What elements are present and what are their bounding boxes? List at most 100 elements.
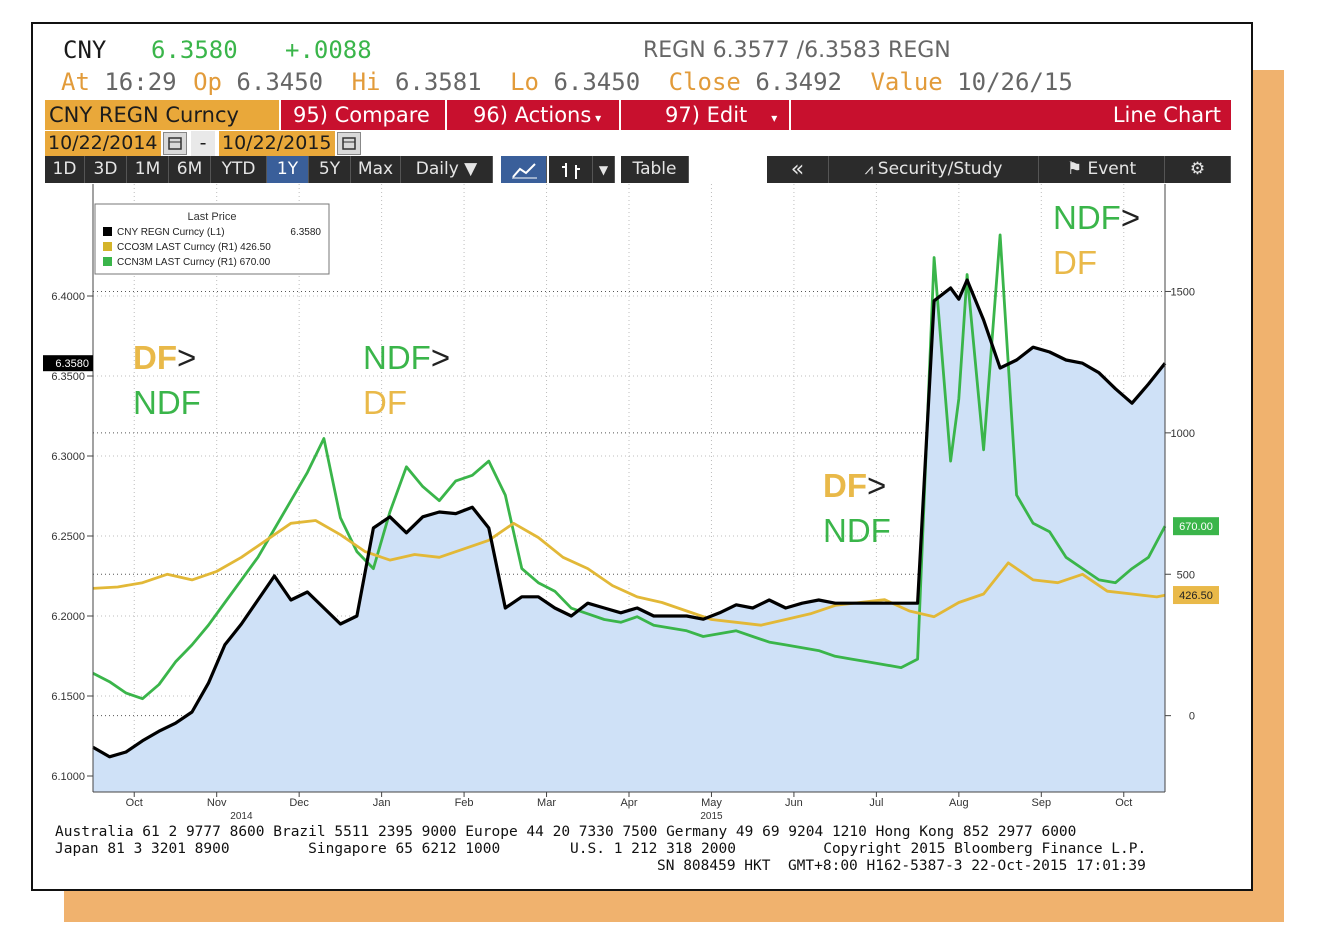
y-right-tick-label: 500 [1177, 569, 1195, 581]
x-tick-label: Jul [869, 797, 883, 809]
y-left-tick-label: 6.2000 [51, 611, 85, 623]
period-1m-button[interactable]: 1M [127, 156, 169, 183]
chart-style-dropdown[interactable]: ▼ [593, 156, 615, 183]
y-right-tick-label: 0 [1189, 711, 1195, 723]
annotation-main: NDF [1053, 199, 1121, 236]
period-6m-button[interactable]: 6M [169, 156, 211, 183]
security-field[interactable]: CNY REGN Curncy [45, 100, 279, 130]
right-last-flag-label: 426.50 [1179, 590, 1213, 602]
last-price: 6.3580 [151, 36, 238, 64]
close-label: Close [668, 68, 741, 96]
right-last-flag [1173, 517, 1219, 536]
actions-button[interactable]: 96) Actions ▾ [447, 100, 619, 130]
quote-stats: At 16:29 Op 6.3450 Hi 6.3581 Lo 6.3450 C… [61, 68, 1073, 96]
collapse-button[interactable]: « [767, 156, 829, 183]
series-area-0 [93, 280, 1165, 792]
hi-label: Hi [351, 68, 381, 96]
x-tick-label: Nov [207, 797, 227, 809]
annotation-main: NDF [363, 339, 431, 376]
y-left-tick-label: 6.2500 [51, 531, 85, 543]
ohlc-bars-icon [561, 163, 580, 179]
period-3d-button[interactable]: 3D [85, 156, 127, 183]
event-label: Event [1087, 159, 1137, 179]
legend-swatch [103, 227, 112, 236]
calendar-icon[interactable] [337, 132, 361, 155]
edit-button[interactable]: 97) Edit ▾ [621, 100, 789, 130]
value-value: 10/26/15 [957, 68, 1073, 96]
period-5y-button[interactable]: 5Y [309, 156, 351, 183]
x-tick-label: Dec [289, 797, 309, 809]
hi-value: 6.3581 [394, 68, 482, 96]
legend-title: Last Price [188, 211, 237, 223]
date-from-field[interactable]: 10/22/2014 [45, 131, 161, 156]
at-label: At [61, 68, 90, 96]
op-label: Op [193, 68, 222, 96]
y-left-tick-label: 6.1500 [51, 691, 85, 703]
y-left-tick-label: 6.4000 [51, 291, 85, 303]
caret-down-icon: ▼ [598, 163, 609, 177]
legend-entry-label: CCN3M LAST Curncy (R1) 670.00 [117, 257, 271, 268]
frequency-dropdown[interactable]: Daily ▼ [401, 156, 493, 183]
gear-icon: ⚙ [1189, 159, 1206, 179]
study-chart-icon: ⩘ [864, 160, 878, 178]
op-value: 6.3450 [236, 68, 324, 96]
x-tick-label: Sep [1032, 797, 1052, 809]
ticker-symbol: CNY [63, 36, 107, 64]
annotation-bold: DF [823, 467, 867, 504]
flag-icon: ⚑ [1066, 159, 1088, 179]
value-label: Value [870, 68, 943, 96]
actions-label: 96) Actions [473, 103, 592, 127]
line-chart-toggle[interactable] [501, 156, 547, 183]
bar-chart-toggle[interactable] [549, 156, 593, 183]
last-price-flag [43, 355, 93, 372]
annotation-line1: NDF> [363, 339, 450, 376]
annotation-arrow: > [431, 339, 450, 376]
period-ytd-button[interactable]: YTD [211, 156, 267, 183]
x-year-label: 2014 [230, 811, 253, 822]
lo-label: Lo [510, 68, 539, 96]
period-max-button[interactable]: Max [351, 156, 401, 183]
annotation-line1: NDF> [1053, 199, 1140, 236]
x-tick-label: May [701, 797, 722, 809]
legend-swatch [103, 257, 112, 266]
x-tick-label: Mar [537, 797, 556, 809]
caret-down-icon: ▾ [591, 111, 602, 125]
x-tick-label: Oct [1115, 797, 1132, 809]
line-chart-icon [511, 163, 537, 179]
legend-swatch [103, 242, 112, 251]
x-tick-label: Aug [949, 797, 969, 809]
date-to-field[interactable]: 10/22/2015 [219, 131, 335, 156]
calendar-icon[interactable] [163, 132, 187, 155]
annotation-line1: DF> [133, 339, 196, 376]
period-1d-button[interactable]: 1D [45, 156, 85, 183]
annotation-arrow: > [867, 467, 886, 504]
price-change: +.0088 [285, 36, 372, 64]
series-line-0 [92, 278, 1167, 759]
calendar-icon-glyph [168, 137, 182, 150]
event-button[interactable]: ⚑ Event [1039, 156, 1165, 183]
bid-ask-quote: REGN 6.3577 /6.3583 REGN [643, 38, 951, 63]
settings-button[interactable]: ⚙ [1165, 156, 1231, 183]
security-study-button[interactable]: ⩘ Security/Study [829, 156, 1039, 183]
series-line-2 [92, 233, 1167, 701]
annotation-line2: DF [363, 384, 407, 421]
edit-label: 97) Edit [665, 103, 748, 127]
x-tick-label: Feb [455, 797, 474, 809]
y-left-tick-label: 6.1000 [51, 771, 85, 783]
series-line-1 [92, 519, 1166, 627]
x-tick-label: Apr [620, 797, 637, 809]
annotation-line2: NDF [823, 512, 891, 549]
annotation-line1: DF> [823, 467, 886, 504]
chart-type-label[interactable]: Line Chart [791, 100, 1231, 130]
x-tick-label: Jan [373, 797, 391, 809]
lo-value: 6.3450 [553, 68, 641, 96]
annotation-line2: DF [1053, 244, 1097, 281]
compare-button[interactable]: 95) Compare [281, 100, 445, 130]
legend-entry-label: CCO3M LAST Curncy (R1) 426.50 [117, 242, 271, 253]
footer-session-info: SN 808459 HKT GMT+8:00 H162-5387-3 22-Oc… [657, 858, 1146, 874]
period-1y-button[interactable]: 1Y [267, 156, 309, 183]
right-last-flag-label: 670.00 [1179, 521, 1213, 533]
legend-box [94, 203, 330, 275]
table-button[interactable]: Table [621, 156, 689, 183]
bloomberg-window: CNY 6.3580 +.0088 REGN 6.3577 /6.3583 RE… [31, 22, 1253, 891]
